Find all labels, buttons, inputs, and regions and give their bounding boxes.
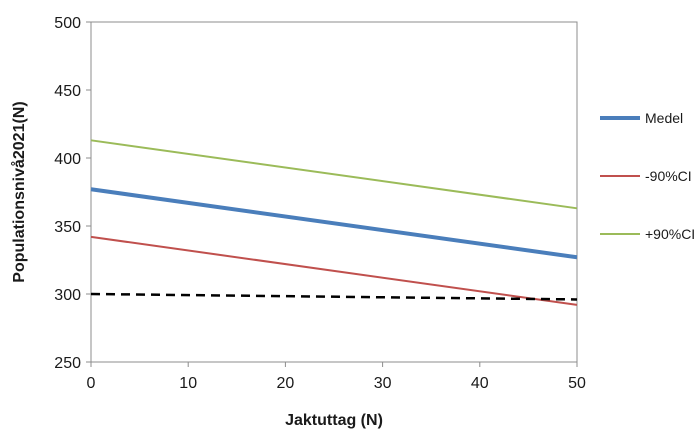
x-axis-title: Jaktuttag (N)	[285, 412, 383, 429]
y-tick-label: 500	[54, 15, 81, 32]
x-tick-label: 30	[374, 375, 392, 392]
series-line-+90%CI	[90, 139, 578, 210]
y-tick-label: 300	[54, 287, 81, 304]
y-tick-label: 250	[54, 355, 81, 372]
legend-label: -90%CI	[645, 168, 692, 184]
legend-label: +90%CI	[645, 226, 695, 242]
x-tick-label: 20	[277, 375, 295, 392]
series-line-Medel	[90, 187, 578, 260]
y-axis-title: Populationsnivå2021(N)	[10, 101, 28, 282]
x-tick-label: 40	[471, 375, 489, 392]
series-line--90%CI	[90, 235, 578, 306]
x-tick-label: 10	[179, 375, 197, 392]
legend: Medel -90%CI +90%CI	[600, 110, 695, 242]
x-tick-label: 0	[87, 375, 96, 392]
reference-line	[90, 292, 578, 301]
y-tick-label: 350	[54, 219, 81, 236]
y-tick-label: 450	[54, 83, 81, 100]
plot-area	[90, 21, 578, 363]
legend-label: Medel	[645, 110, 683, 126]
y-tick-label: 400	[54, 151, 81, 168]
x-tick-label: 50	[568, 375, 586, 392]
